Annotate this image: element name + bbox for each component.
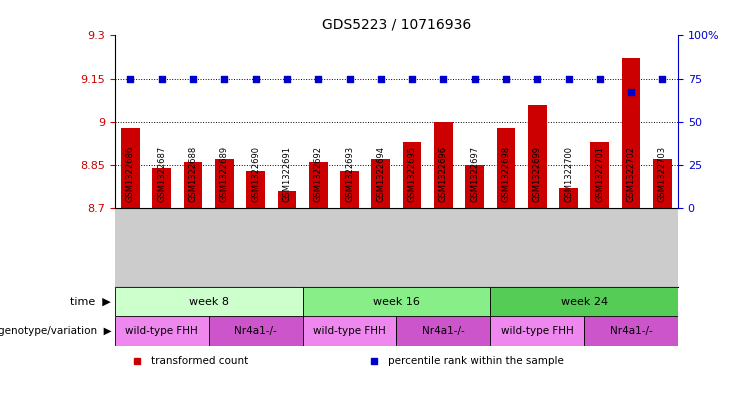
Title: GDS5223 / 10716936: GDS5223 / 10716936 [322,17,471,31]
Bar [278,191,296,208]
Text: time  ▶: time ▶ [70,297,111,307]
Point [187,75,199,82]
Bar [340,171,359,208]
Point [344,75,356,82]
Bar [591,142,609,208]
Bar [209,316,302,346]
Bar [371,159,391,208]
Bar [302,316,396,346]
Point [594,75,605,82]
Bar [465,165,484,208]
Point [156,75,167,82]
Point [437,75,449,82]
Bar [115,316,209,346]
Bar [153,168,171,208]
Point [312,75,324,82]
Bar [528,105,547,208]
Bar [246,171,265,208]
Bar [653,159,672,208]
Bar [491,316,584,346]
Bar [584,316,678,346]
Point [531,75,543,82]
Point [657,75,668,82]
Bar [496,128,515,208]
Point [219,75,230,82]
Text: percentile rank within the sample: percentile rank within the sample [388,356,564,365]
Text: week 8: week 8 [189,297,229,307]
Text: wild-type FHH: wild-type FHH [125,326,198,336]
Point [281,75,293,82]
Text: Nr4a1-/-: Nr4a1-/- [234,326,277,336]
Point [625,89,637,95]
Text: wild-type FHH: wild-type FHH [313,326,386,336]
Text: transformed count: transformed count [151,356,249,365]
Bar [115,287,302,316]
Bar [309,162,328,208]
Bar [622,59,640,208]
Bar [121,128,140,208]
Bar [559,188,578,208]
Text: Nr4a1-/-: Nr4a1-/- [610,326,653,336]
Bar [396,316,491,346]
Bar [302,287,491,316]
Point [562,75,574,82]
Bar [402,142,422,208]
Text: genotype/variation  ▶: genotype/variation ▶ [0,326,111,336]
Point [250,75,262,82]
Point [406,75,418,82]
Bar [434,122,453,208]
Point [124,75,136,82]
Bar [491,287,678,316]
Text: wild-type FHH: wild-type FHH [501,326,574,336]
Text: week 24: week 24 [561,297,608,307]
Point [375,75,387,82]
Bar [215,159,233,208]
Bar [184,162,202,208]
Point [500,75,512,82]
Text: Nr4a1-/-: Nr4a1-/- [422,326,465,336]
Point [469,75,481,82]
Text: week 16: week 16 [373,297,420,307]
